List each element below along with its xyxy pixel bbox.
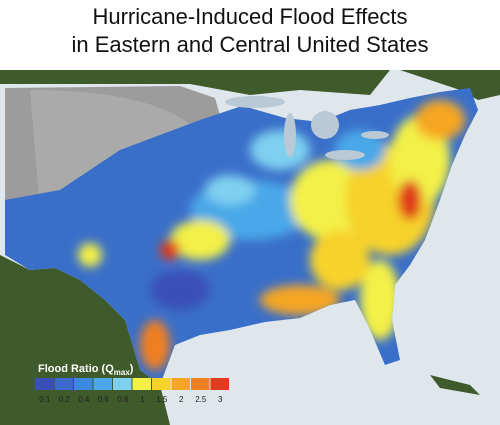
map [0,70,500,425]
legend-swatch [152,378,171,390]
legend-title-suffix: ) [130,363,134,375]
legend-swatch [171,378,190,390]
great-lakes [225,96,389,160]
legend-swatch [132,378,151,390]
legend-tick-label: 0.8 [117,395,129,404]
legend-tick-label: 2.5 [195,395,207,404]
legend-tick-label: 0.4 [78,395,90,404]
legend-tick-label: 3 [218,395,223,404]
legend-swatch [93,378,112,390]
legend-tick-label: 2 [179,395,184,404]
legend-swatch [35,378,54,390]
legend-tick-label: 0.2 [59,395,71,404]
legend-swatch [210,378,229,390]
legend: Flood Ratio (Qmax) 0.1 0.2 0.4 0.6 0.8 1 1.5 2 2… [35,363,229,404]
legend-tick-label: 1 [140,395,145,404]
legend-title-subscript: max [114,368,131,377]
legend-tick-label: 0.1 [39,395,51,404]
legend-swatch [113,378,132,390]
canada-east [400,70,500,100]
legend-swatch [74,378,93,390]
legend-swatch [54,378,73,390]
legend-title-text: Flood Ratio (Q [38,363,114,375]
legend-tick-label: 0.6 [98,395,110,404]
legend-title: Flood Ratio (Qmax) [38,363,134,377]
canada [0,70,390,95]
legend-swatch [191,378,210,390]
legend-tick-label: 1.5 [156,395,168,404]
title-line: Hurricane-Induced Flood Effects [92,4,407,29]
cuba [430,375,480,395]
title-line: in Eastern and Central United States [71,32,428,57]
